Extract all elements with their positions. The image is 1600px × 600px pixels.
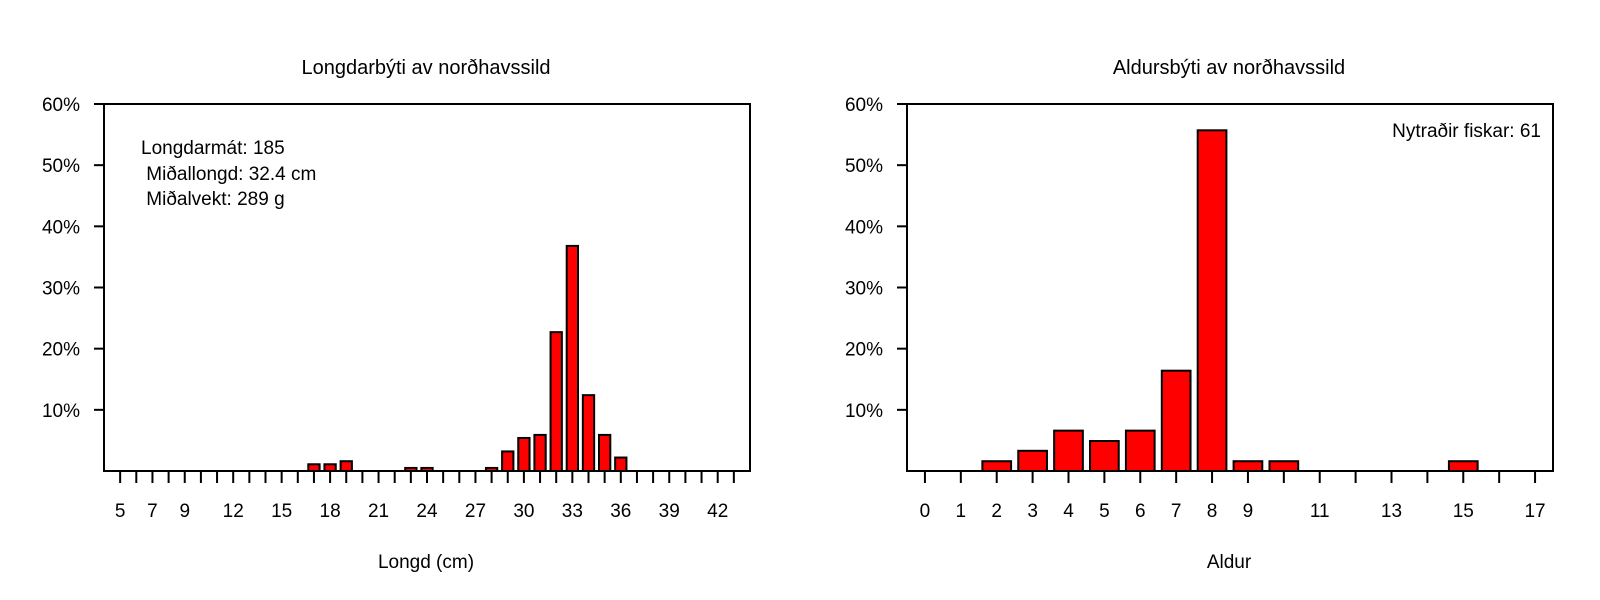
- length-x-tick-label: 42: [707, 501, 728, 522]
- age-bar-15: [1447, 460, 1479, 472]
- age-chart-title: Aldursbýti av norðhavssild: [1113, 57, 1345, 79]
- length-distribution-panel: Longdarbýti av norðhavssild 10% 20% 30% 40%…: [42, 57, 751, 573]
- age-distribution-panel: Aldursbýti av norðhavssild 10% 20% 30% 40% 5…: [845, 57, 1554, 573]
- age-x-tick-label: 15: [1453, 501, 1474, 522]
- age-bar-5: [1089, 440, 1120, 472]
- age-x-axis: 0 1 2 3 4 5 6 7 8 9 11 13 15 17: [920, 470, 1546, 522]
- age-bar-7: [1160, 369, 1192, 472]
- age-bar-10: [1268, 460, 1300, 472]
- length-bar-34: [581, 394, 596, 472]
- length-y-axis: 10% 20% 30% 40% 50% 60%: [42, 95, 104, 422]
- length-x-tick-label: 18: [320, 501, 341, 522]
- length-bar-36: [614, 456, 628, 473]
- age-y-tick-label: 40%: [845, 217, 883, 238]
- age-x-tick-label: 17: [1524, 501, 1545, 522]
- length-x-tick-label: 15: [271, 501, 292, 522]
- length-bar-29: [501, 450, 515, 472]
- age-x-tick-label: 6: [1135, 501, 1146, 522]
- length-annotation-mean-weight: Miðalvekt: 289 g: [141, 189, 285, 210]
- length-x-tick-label: 21: [368, 501, 389, 522]
- length-y-tick-label: 50%: [42, 156, 80, 177]
- length-y-tick-label: 30%: [42, 279, 80, 300]
- age-annotation-fish-used: Nytraðir fiskar: 61: [1392, 121, 1541, 142]
- age-bar-4: [1053, 429, 1084, 473]
- length-y-tick-label: 20%: [42, 340, 80, 361]
- length-x-tick-label: 36: [610, 501, 631, 522]
- length-y-tick-label: 40%: [42, 217, 80, 238]
- age-x-tick-label: 1: [956, 501, 967, 522]
- length-x-tick-label: 39: [659, 501, 680, 522]
- length-bar-31: [533, 433, 547, 473]
- age-bar-3: [1017, 449, 1048, 472]
- age-x-tick-label: 9: [1243, 501, 1254, 522]
- length-annotation-count: Longdarmát: 185: [141, 138, 285, 159]
- age-x-tick-label: 5: [1099, 501, 1110, 522]
- length-x-tick-label: 30: [513, 501, 534, 522]
- length-bar-35: [598, 433, 612, 473]
- age-x-tick-label: 2: [991, 501, 1002, 522]
- age-x-tick-label: 8: [1207, 501, 1218, 522]
- age-x-axis-title: Aldur: [1207, 552, 1252, 573]
- age-bar-8: [1196, 129, 1228, 473]
- age-y-tick-label: 30%: [845, 279, 883, 300]
- age-x-tick-label: 0: [920, 501, 931, 522]
- length-x-tick-label: 5: [115, 501, 126, 522]
- age-y-tick-label: 60%: [845, 95, 883, 116]
- length-x-axis-title: Longd (cm): [378, 552, 474, 573]
- age-y-tick-label: 20%: [845, 340, 883, 361]
- length-bar-19: [339, 460, 353, 472]
- length-x-axis: 5 7 9 12 15 18 21 24 27 30 33 36 39 42: [115, 470, 735, 522]
- length-bar-32: [549, 331, 563, 472]
- length-bars: [307, 244, 628, 473]
- age-x-tick-label: 3: [1027, 501, 1038, 522]
- length-x-tick-label: 27: [465, 501, 486, 522]
- length-y-tick-label: 10%: [42, 401, 80, 422]
- length-x-tick-label: 9: [179, 501, 190, 522]
- length-x-tick-label: 24: [416, 501, 438, 522]
- age-y-axis: 10% 20% 30% 40% 50% 60%: [845, 95, 907, 422]
- age-bar-6: [1124, 429, 1156, 473]
- age-x-tick-label: 13: [1381, 501, 1402, 522]
- age-y-tick-label: 10%: [845, 401, 883, 422]
- age-plot-frame: [906, 103, 1554, 472]
- length-annotation-mean-length: Miðallongd: 32.4 cm: [141, 164, 316, 185]
- age-y-tick-label: 50%: [845, 156, 883, 177]
- age-bar-9: [1232, 460, 1264, 472]
- length-y-tick-label: 60%: [42, 95, 80, 116]
- length-bar-30: [517, 436, 531, 472]
- age-bars: [981, 129, 1479, 473]
- age-bar-2: [981, 460, 1013, 472]
- length-bar-33: [565, 244, 580, 472]
- age-x-tick-label: 4: [1063, 501, 1074, 522]
- length-x-tick-label: 33: [562, 501, 583, 522]
- length-x-tick-label: 7: [147, 501, 158, 522]
- length-bar-18: [323, 463, 337, 472]
- age-x-tick-label: 11: [1310, 501, 1330, 522]
- age-x-tick-label: 7: [1171, 501, 1182, 522]
- length-plot-frame: [103, 103, 751, 472]
- length-chart-title: Longdarbýti av norðhavssild: [301, 57, 550, 79]
- length-x-tick-label: 12: [223, 501, 244, 522]
- length-bar-17: [307, 463, 321, 472]
